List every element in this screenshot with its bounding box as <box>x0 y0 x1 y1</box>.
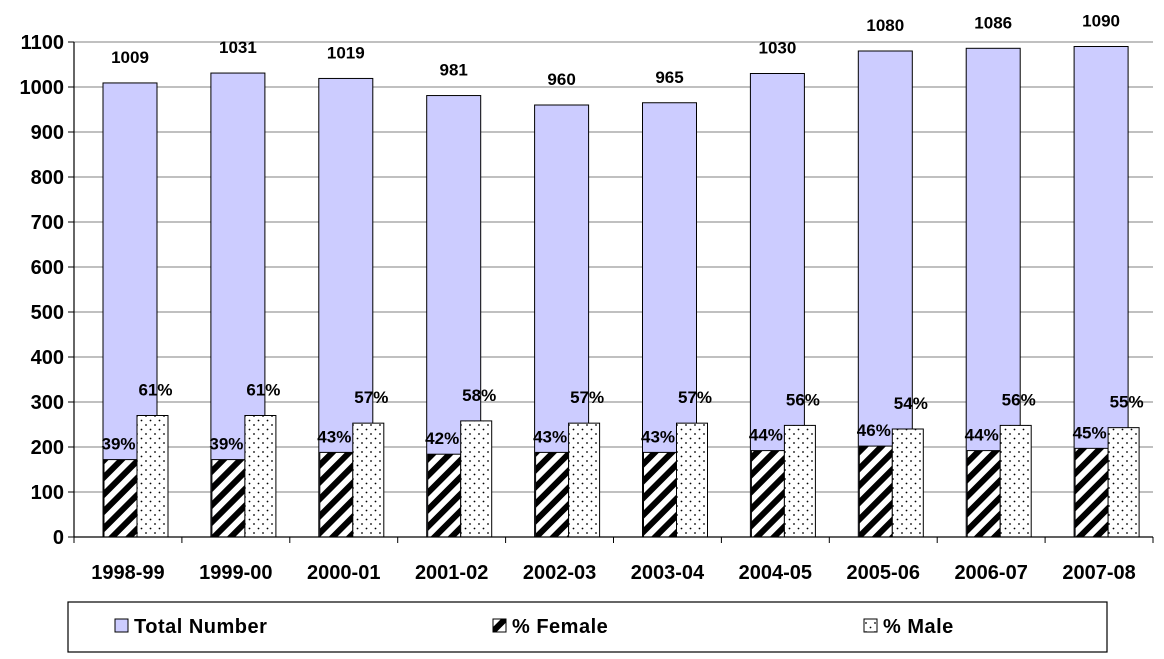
x-tick-label: 2005-06 <box>847 562 920 584</box>
data-label-male: 56% <box>786 390 820 409</box>
data-label-total: 1019 <box>327 43 365 62</box>
y-tick-label: 0 <box>53 527 64 549</box>
bar-male <box>999 424 1032 538</box>
legend: Total Number % Female % Male <box>67 601 1108 653</box>
axes: 0 100 200 300 400 500 600 700 800 900 1000 1100 1998… <box>20 32 1154 584</box>
x-tick-label: 2001-02 <box>415 562 488 584</box>
legend-swatch <box>492 618 507 633</box>
x-tick-label: 1999-00 <box>199 562 272 584</box>
data-label-total: 1090 <box>1082 12 1120 31</box>
data-label-female: 46% <box>857 421 891 440</box>
data-label-total: 1031 <box>219 38 257 57</box>
bar-male <box>1107 427 1140 538</box>
y-tick-label: 600 <box>31 257 64 279</box>
data-label-total: 981 <box>440 61 468 80</box>
data-label-female: 44% <box>749 426 783 445</box>
data-label-male: 56% <box>1002 390 1036 409</box>
data-label-male: 61% <box>138 381 172 400</box>
bar-male <box>783 424 816 538</box>
bar-female <box>427 453 462 538</box>
data-label-male: 61% <box>246 381 280 400</box>
data-label-male: 58% <box>462 386 496 405</box>
data-label-female: 45% <box>1073 423 1107 442</box>
x-tick-label: 2000-01 <box>307 562 380 584</box>
bar-female <box>858 445 893 538</box>
data-label-total: 965 <box>655 68 683 87</box>
y-tick-label: 800 <box>31 167 64 189</box>
data-label-male: 57% <box>354 388 388 407</box>
data-label-total: 1009 <box>111 48 149 67</box>
y-tick-label: 1000 <box>20 77 65 99</box>
y-tick-label: 100 <box>31 482 64 504</box>
legend-label: % Male <box>883 616 954 638</box>
data-label-female: 43% <box>533 427 567 446</box>
data-label-total: 1080 <box>866 16 904 35</box>
bar-male <box>891 428 924 538</box>
data-label-male: 57% <box>678 388 712 407</box>
y-tick-label: 500 <box>31 302 64 324</box>
bars <box>102 46 1140 538</box>
data-label-female: 39% <box>101 435 135 454</box>
legend-label: % Female <box>512 616 608 638</box>
y-tick-label: 300 <box>31 392 64 414</box>
legend-label: Total Number <box>134 616 267 638</box>
data-label-female: 42% <box>425 429 459 448</box>
bar-female <box>103 459 138 538</box>
data-label-female: 43% <box>641 427 675 446</box>
data-label-female: 39% <box>209 435 243 454</box>
bar-male <box>244 415 277 538</box>
y-tick-label: 400 <box>31 347 64 369</box>
x-tick-label: 2007-08 <box>1062 562 1135 584</box>
legend-swatch <box>863 618 878 633</box>
bar-male <box>568 422 601 538</box>
data-labels: 1009 39% 61% 1031 39% 61% 1019 43% 57% 981 42% 58% 9… <box>101 12 1143 454</box>
data-label-male: 55% <box>1110 393 1144 412</box>
y-tick-label: 700 <box>31 212 64 234</box>
bar-male <box>676 422 708 538</box>
bar-female <box>643 451 677 538</box>
data-label-total: 1086 <box>974 13 1012 32</box>
x-tick-label: 2004-05 <box>739 562 812 584</box>
bar-female <box>211 459 246 538</box>
bar-male <box>352 422 385 538</box>
legend-box <box>67 601 1108 653</box>
legend-swatch <box>114 618 129 633</box>
y-tick-label: 200 <box>31 437 64 459</box>
data-label-total: 1030 <box>758 39 796 58</box>
bar-male <box>460 420 493 538</box>
y-tick-label: 900 <box>31 122 64 144</box>
bar-male <box>136 415 169 538</box>
bar-female <box>966 450 1001 538</box>
bar-female <box>535 451 570 538</box>
x-tick-label: 2006-07 <box>954 562 1027 584</box>
data-label-male: 54% <box>894 394 928 413</box>
x-tick-label: 2002-03 <box>523 562 596 584</box>
data-label-male: 57% <box>570 388 604 407</box>
x-tick-label: 1998-99 <box>91 562 164 584</box>
data-label-total: 960 <box>547 70 575 89</box>
bar-female <box>1074 447 1109 538</box>
x-tick-label: 2003-04 <box>631 562 705 584</box>
bar-female <box>750 450 785 538</box>
data-label-female: 44% <box>965 426 999 445</box>
bar-female <box>319 451 354 538</box>
data-label-female: 43% <box>317 427 351 446</box>
y-tick-label: 1100 <box>21 32 64 54</box>
